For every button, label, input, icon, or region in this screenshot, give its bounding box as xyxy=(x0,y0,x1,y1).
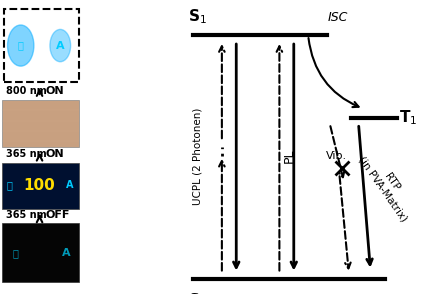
Text: Vib.: Vib. xyxy=(327,151,348,161)
Bar xyxy=(4,9,79,82)
Text: ON: ON xyxy=(45,149,64,159)
Text: A: A xyxy=(56,41,65,51)
Text: 365 nm: 365 nm xyxy=(6,210,46,220)
Circle shape xyxy=(50,29,71,62)
Text: 365 nm: 365 nm xyxy=(6,149,46,159)
Text: 100: 100 xyxy=(24,178,55,193)
Text: PL: PL xyxy=(282,148,295,163)
Text: 恒: 恒 xyxy=(6,180,12,190)
Text: ISC: ISC xyxy=(327,11,348,24)
Bar xyxy=(2,223,79,282)
Bar xyxy=(2,100,79,147)
Bar xyxy=(2,163,79,209)
Circle shape xyxy=(8,25,34,66)
Text: S$_1$: S$_1$ xyxy=(188,8,207,26)
Text: S$_0$: S$_0$ xyxy=(188,291,208,294)
Text: ON: ON xyxy=(45,86,64,96)
Text: A: A xyxy=(66,180,74,190)
Text: 800 nm: 800 nm xyxy=(6,86,46,96)
Text: A: A xyxy=(62,248,70,258)
Text: 恒: 恒 xyxy=(18,41,24,51)
Text: RTP
(in PVA-Matrix): RTP (in PVA-Matrix) xyxy=(356,147,418,223)
Text: UCPL (2 Photonen): UCPL (2 Photonen) xyxy=(193,107,203,205)
Text: OFF: OFF xyxy=(45,210,70,220)
Text: 恒: 恒 xyxy=(12,248,18,258)
Text: T$_1$: T$_1$ xyxy=(399,108,418,127)
